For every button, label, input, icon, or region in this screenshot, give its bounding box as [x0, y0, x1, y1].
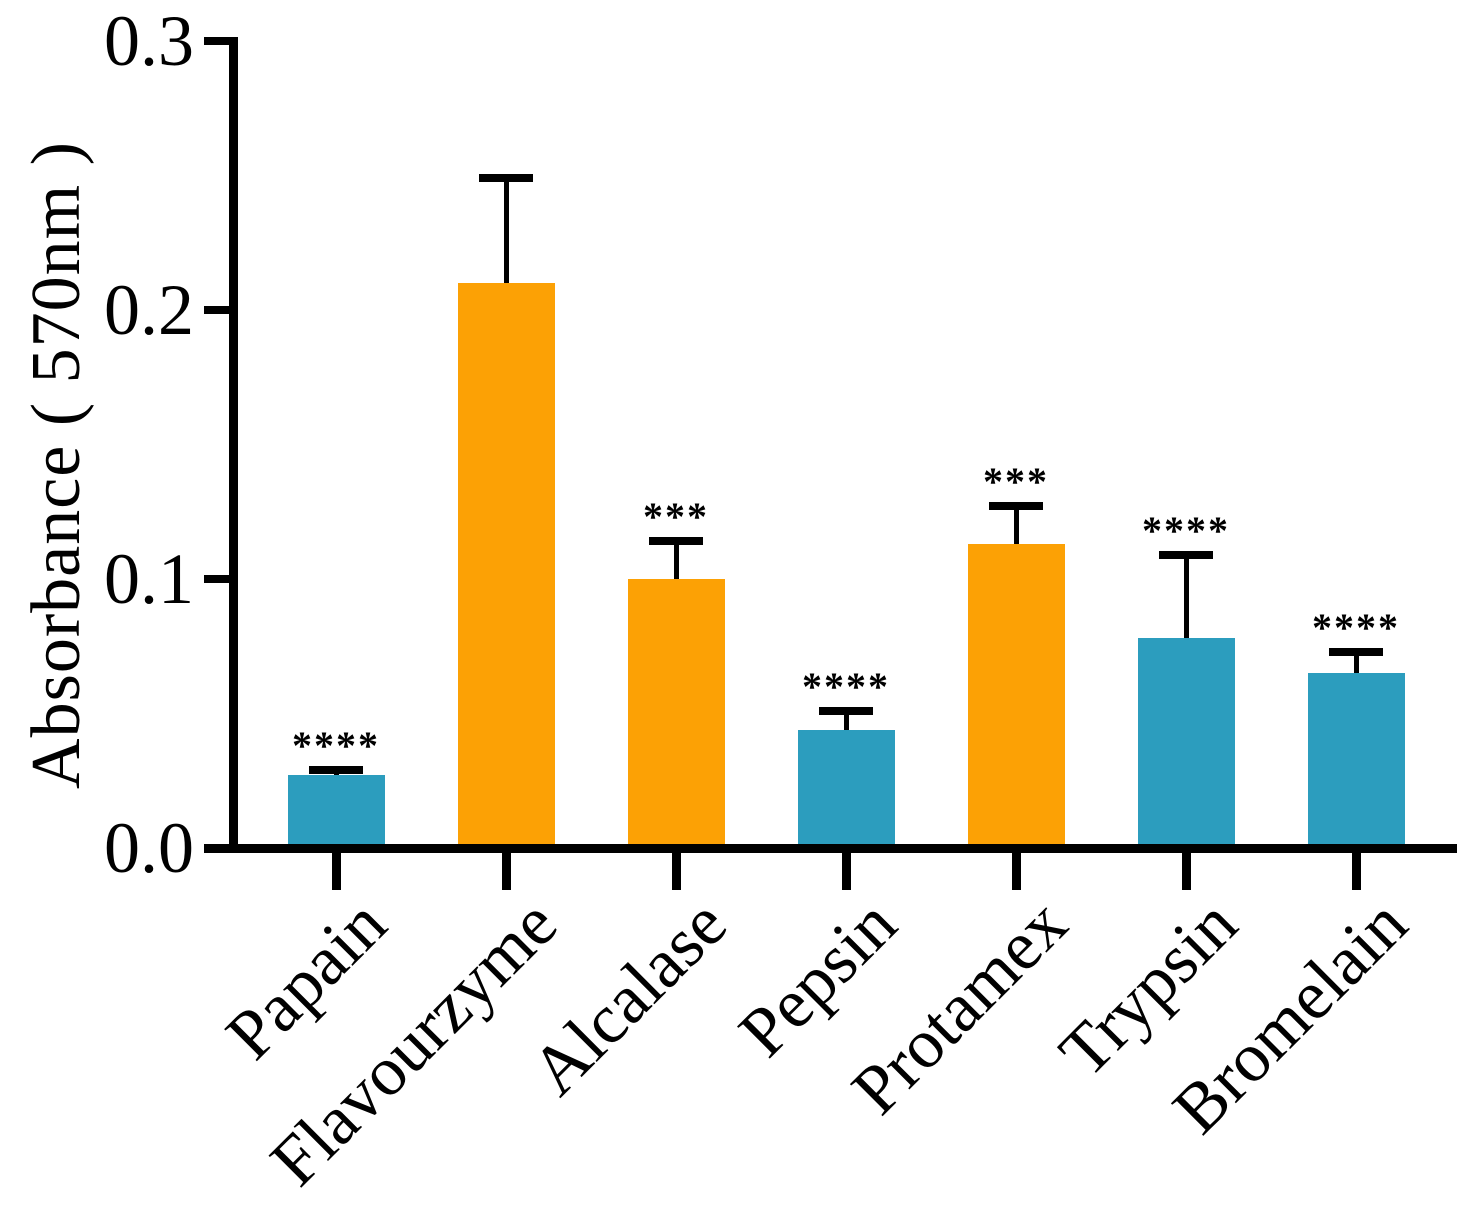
- error-bar-cap-flavourzyme: [479, 174, 533, 183]
- bar-bromelain: [1307, 673, 1405, 848]
- y-tick-0.2: [204, 306, 238, 314]
- error-bar-cap-papain: [309, 765, 363, 774]
- x-tick-trypsin: [1181, 852, 1191, 890]
- error-bar-cap-trypsin: [1159, 550, 1213, 559]
- y-axis-title: Absorbance ( 570nm ): [18, 141, 95, 789]
- y-tick-label-0.2: 0.2: [104, 270, 194, 350]
- error-bar-cap-protamex: [989, 502, 1043, 511]
- y-tick-0.3: [204, 37, 238, 45]
- error-bar-cap-alcalase: [649, 537, 703, 546]
- significance-protamex: ***: [983, 459, 1049, 505]
- error-bar-cap-pepsin: [819, 706, 873, 715]
- bar-protamex: [967, 544, 1065, 848]
- bar-trypsin: [1137, 638, 1235, 848]
- bar-flavourzyme: [457, 283, 555, 848]
- significance-bromelain: ****: [1312, 604, 1400, 650]
- y-tick-label-0.0: 0.0: [104, 808, 194, 888]
- x-tick-papain: [331, 852, 341, 890]
- x-tick-bromelain: [1351, 852, 1361, 890]
- significance-papain: ****: [292, 722, 380, 768]
- error-bar-stem-alcalase: [673, 541, 679, 579]
- error-bar-stem-bromelain: [1353, 651, 1359, 674]
- error-bar-cap-bromelain: [1329, 647, 1383, 656]
- x-tick-pepsin: [841, 852, 851, 890]
- error-bar-stem-pepsin: [843, 710, 849, 730]
- bar-pepsin: [797, 729, 895, 848]
- error-bar-stem-protamex: [1013, 506, 1019, 545]
- x-axis-line: [204, 843, 1457, 853]
- bar-papain: [287, 775, 385, 848]
- x-tick-alcalase: [671, 852, 681, 890]
- y-tick-0.1: [204, 575, 238, 583]
- significance-pepsin: ****: [802, 663, 890, 709]
- bar-alcalase: [627, 579, 725, 848]
- significance-trypsin: ****: [1142, 507, 1230, 553]
- error-bar-stem-flavourzyme: [503, 178, 509, 284]
- y-axis-line: [228, 38, 238, 852]
- x-tick-flavourzyme: [501, 852, 511, 890]
- significance-alcalase: ***: [643, 494, 709, 540]
- error-bar-stem-trypsin: [1183, 554, 1189, 639]
- y-tick-label-0.3: 0.3: [104, 1, 194, 81]
- x-tick-protamex: [1011, 852, 1021, 890]
- y-tick-label-0.1: 0.1: [104, 539, 194, 619]
- y-tick-0.0: [204, 844, 238, 852]
